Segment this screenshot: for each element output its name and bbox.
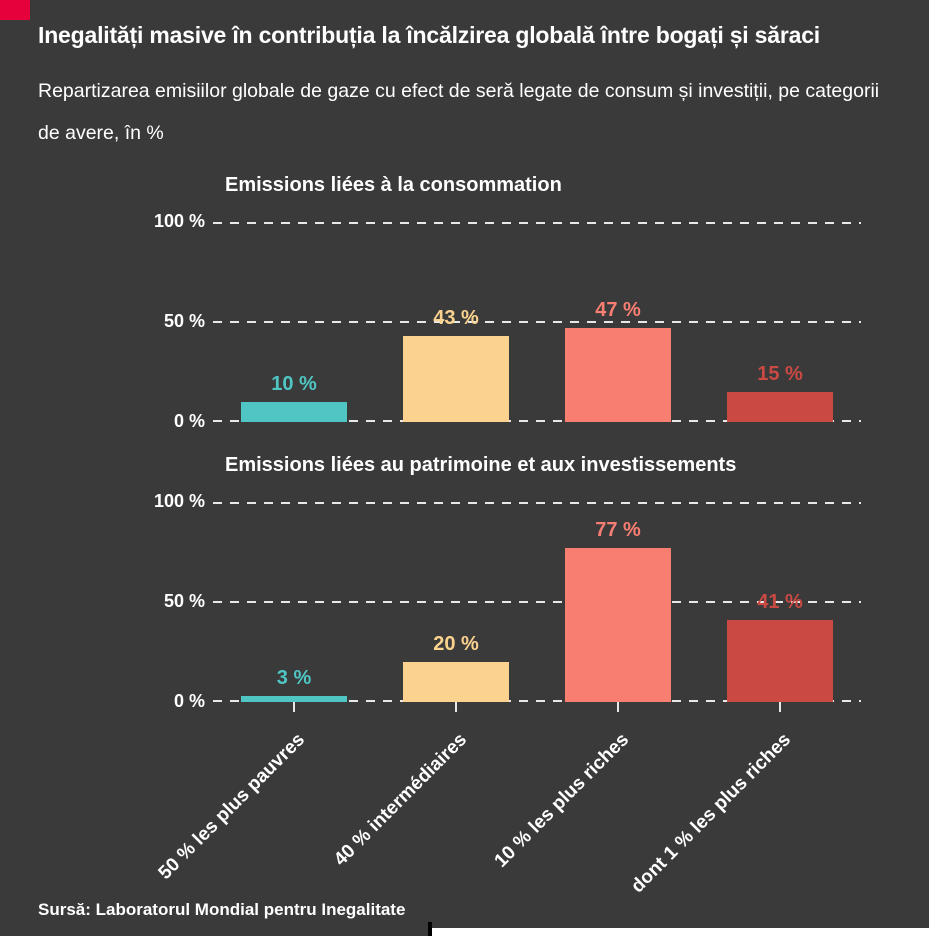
bar-slot: 77 %	[537, 502, 699, 702]
bars-group: 10 % 43 % 47 % 15 %	[213, 222, 861, 422]
y-axis-labels: 100 % 50 % 0 %	[0, 211, 205, 431]
chart-consumption-plot-row: 100 % 50 % 0 % 10 % 43 % 47 % 15 %	[0, 211, 861, 431]
bar	[565, 548, 671, 702]
y-tick-label-0: 0 %	[173, 411, 205, 432]
bar-value-label: 10 %	[271, 373, 317, 395]
page-edge-bottom	[432, 928, 936, 936]
axis-tick	[293, 702, 295, 712]
bar-value-label: 3 %	[276, 667, 312, 689]
accent-block	[0, 0, 30, 20]
bar-value-label: 41 %	[757, 591, 803, 613]
axis-tick	[455, 702, 457, 712]
page-edge-divider	[428, 922, 432, 936]
bar-slot: 10 %	[213, 222, 375, 422]
chart-wealth: Emissions liées au patrimoine et aux inv…	[0, 454, 936, 934]
bar	[727, 620, 833, 702]
y-tick-label-100: 100 %	[153, 491, 205, 512]
y-tick-label-0: 0 %	[173, 691, 205, 712]
bars-group: 3 % 20 % 77 % 41 %	[213, 502, 861, 702]
chart-wealth-plot-row: 100 % 50 % 0 % 3 % 20 % 77 % 41 %	[0, 491, 861, 712]
chart-consumption-title: Emissions liées à la consommation	[225, 174, 562, 196]
bar-value-label: 43 %	[433, 307, 479, 329]
bar	[241, 696, 347, 702]
x-axis-ticks	[213, 702, 861, 714]
chart-consumption: Emissions liées à la consommation 100 % …	[0, 174, 936, 434]
bar-value-label: 77 %	[595, 519, 641, 541]
gridline-100	[213, 502, 861, 504]
bar-slot: 15 %	[699, 222, 861, 422]
gridline-100	[213, 222, 861, 224]
bar	[565, 328, 671, 422]
y-tick-label-50: 50 %	[163, 311, 205, 332]
gridline-0	[213, 700, 861, 702]
y-axis-labels: 100 % 50 % 0 %	[0, 491, 205, 711]
chart-wealth-title: Emissions liées au patrimoine et aux inv…	[225, 454, 737, 476]
bar-slot: 47 %	[537, 222, 699, 422]
source-line: Sursă: Laboratorul Mondial pentru Inegal…	[38, 900, 406, 919]
bar-value-label: 47 %	[595, 299, 641, 321]
bar-slot: 20 %	[375, 502, 537, 702]
bar-slot: 3 %	[213, 502, 375, 702]
axis-tick	[617, 702, 619, 712]
bar	[241, 402, 347, 422]
bar	[403, 336, 509, 422]
plot-area: 10 % 43 % 47 % 15 %	[213, 222, 861, 422]
category-axis-labels: 50 % les plus pauvres 40 % intermédiaires…	[155, 716, 861, 916]
y-tick-label-100: 100 %	[153, 211, 205, 232]
page-edge-right	[929, 0, 936, 936]
bar-value-label: 15 %	[757, 363, 803, 385]
axis-tick	[779, 702, 781, 712]
y-tick-label-50: 50 %	[163, 591, 205, 612]
bar-value-label: 20 %	[433, 633, 479, 655]
gridline-50	[213, 321, 861, 323]
bar	[727, 392, 833, 422]
plot-area: 3 % 20 % 77 % 41 %	[213, 502, 861, 712]
page-title: Inegalități masive în contribuția la înc…	[38, 22, 820, 48]
gridline-0	[213, 420, 861, 422]
bar-slot: 43 %	[375, 222, 537, 422]
bar-slot: 41 %	[699, 502, 861, 702]
gridline-50	[213, 601, 861, 603]
bar	[403, 662, 509, 702]
page-subtitle: Repartizarea emisiilor globale de gaze c…	[38, 80, 880, 144]
